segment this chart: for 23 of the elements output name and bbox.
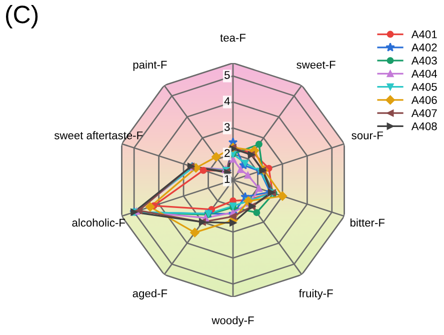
y-tick-label: 3 [224, 123, 230, 131]
legend-label: A406 [411, 96, 437, 104]
y-tick-label: 5 [224, 71, 230, 79]
legend-label: A407 [411, 109, 437, 118]
spoke-label: sour-F [352, 132, 383, 140]
spoke-label: bitter-F [350, 218, 385, 227]
spoke-label: woody-F [212, 316, 254, 326]
y-tick-label: 1 [224, 175, 230, 183]
legend-label: A401 [411, 30, 437, 38]
legend-label: A402 [411, 44, 437, 52]
legend-label: A404 [411, 70, 438, 78]
chart-title: (C) [6, 5, 38, 28]
y-tick-label: 4 [224, 97, 230, 105]
legend-label: A408 [411, 122, 437, 130]
spoke-label: paint-F [133, 60, 167, 71]
legend-label: A403 [411, 56, 437, 65]
spoke-label: tea-F [220, 34, 246, 42]
spoke-label: fruity-F [298, 289, 333, 300]
spoke-label: aged-F [132, 289, 168, 300]
legend-label: A405 [411, 82, 437, 91]
y-tick-label: 2 [224, 149, 230, 157]
spoke-label: alcoholic-F [72, 218, 126, 227]
spoke-label: sweet-F [296, 60, 336, 69]
